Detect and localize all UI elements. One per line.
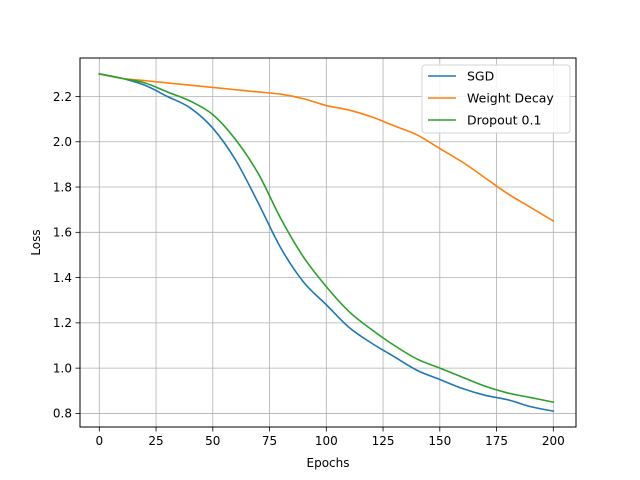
x-tick-label: 25 xyxy=(148,434,163,448)
x-tick-label: 125 xyxy=(372,434,395,448)
series-line-sgd xyxy=(98,72,555,413)
series-line-weight-decay xyxy=(98,72,555,223)
y-tick-label: 1.0 xyxy=(53,361,72,375)
legend-label-dropout-0-1: Dropout 0.1 xyxy=(467,113,541,128)
legend-label-weight-decay: Weight Decay xyxy=(467,91,554,106)
x-axis-label: Epochs xyxy=(307,456,350,470)
y-tick-label: 2.2 xyxy=(53,90,72,104)
x-tick-label: 0 xyxy=(95,434,103,448)
legend-box xyxy=(421,64,571,134)
plot-frame xyxy=(79,57,577,428)
legend: SGD Weight Decay Dropout 0.1 xyxy=(421,64,571,134)
y-tick-label: 0.8 xyxy=(53,407,72,421)
y-tick-label: 1.4 xyxy=(53,271,72,285)
x-tick-label: 150 xyxy=(428,434,451,448)
series-lines xyxy=(98,72,555,413)
series-line-dropout-0-1 xyxy=(98,72,555,404)
y-axis-label: Loss xyxy=(29,229,43,255)
legend-label-sgd: SGD xyxy=(467,69,494,84)
x-tick-label: 200 xyxy=(542,434,565,448)
x-tick-label: 50 xyxy=(205,434,220,448)
y-axis-ticks: 0.8 1.0 1.2 1.4 1.6 1.8 2.0 2.2 xyxy=(53,90,80,421)
y-tick-label: 1.2 xyxy=(53,316,72,330)
x-tick-label: 100 xyxy=(315,434,338,448)
y-tick-label: 2.0 xyxy=(53,135,72,149)
y-tick-label: 1.8 xyxy=(53,180,72,194)
x-tick-label: 175 xyxy=(485,434,508,448)
y-tick-label: 1.6 xyxy=(53,226,72,240)
x-axis-ticks: 0 25 50 75 100 125 150 175 200 xyxy=(95,427,565,448)
x-tick-label: 75 xyxy=(262,434,277,448)
